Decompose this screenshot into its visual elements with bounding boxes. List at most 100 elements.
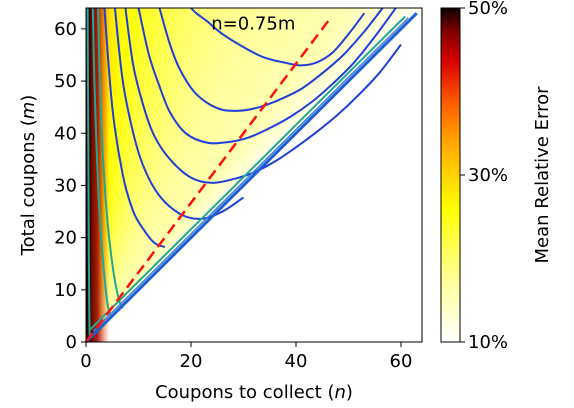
heatmap-cell <box>170 154 176 160</box>
heatmap-cell <box>133 65 140 72</box>
heatmap-cell <box>275 65 281 72</box>
heatmap-cell <box>285 81 292 87</box>
heatmap-cell <box>338 44 344 51</box>
heatmap-cell <box>238 75 245 82</box>
heatmap-cell <box>138 253 145 260</box>
heatmap-cell <box>128 169 134 176</box>
heatmap-cell <box>201 13 208 20</box>
heatmap-cell <box>206 8 213 14</box>
heatmap-cell <box>332 28 339 35</box>
heatmap-cell <box>233 91 239 98</box>
heatmap-cell <box>164 227 171 234</box>
heatmap-cell <box>296 60 302 67</box>
heatmap-cell <box>401 13 407 20</box>
heatmap-cell <box>254 138 260 145</box>
heatmap-cell <box>175 117 182 124</box>
heatmap-cell <box>180 60 187 67</box>
heatmap-cell <box>133 28 140 35</box>
heatmap-cell <box>243 8 250 14</box>
heatmap-cell <box>112 91 119 98</box>
heatmap-cell <box>290 28 297 35</box>
heatmap-cell <box>264 107 271 113</box>
heatmap-cell <box>164 216 171 223</box>
heatmap-cell <box>128 253 134 260</box>
heatmap-cell <box>301 75 308 82</box>
heatmap-cell <box>180 195 187 202</box>
heatmap-cell <box>248 13 255 20</box>
heatmap-cell <box>264 13 271 20</box>
heatmap-cell <box>280 28 287 35</box>
heatmap-cell <box>264 143 271 150</box>
heatmap-cell <box>138 154 145 160</box>
heatmap-cell <box>107 101 113 108</box>
heatmap-cell <box>254 75 260 82</box>
contour-line <box>89 15 406 331</box>
heatmap-cell <box>159 148 166 155</box>
heatmap-cell <box>206 112 213 119</box>
heatmap-cell <box>322 13 329 20</box>
heatmap-cell <box>317 60 323 67</box>
heatmap-cell <box>149 112 155 119</box>
heatmap-cell <box>306 49 313 56</box>
x-tick-label: 60 <box>390 351 413 372</box>
heatmap-cell <box>185 216 192 223</box>
heatmap-cell <box>212 148 218 155</box>
heatmap-cell <box>264 75 271 82</box>
heatmap-cell <box>185 211 192 218</box>
heatmap-cell <box>117 112 124 119</box>
heatmap-cell <box>296 49 302 56</box>
heatmap-cell <box>191 65 197 72</box>
heatmap-cell <box>128 237 134 244</box>
heatmap-cell <box>233 18 239 25</box>
heatmap-cell <box>385 13 392 20</box>
heatmap-cell <box>175 96 182 103</box>
heatmap-cell <box>259 44 266 51</box>
heatmap-cell <box>353 28 360 35</box>
heatmap-cell <box>170 169 176 176</box>
heatmap-cell <box>143 65 150 72</box>
heatmap-cell <box>159 23 166 30</box>
heatmap-cell <box>138 143 145 150</box>
heatmap-cell <box>122 206 129 213</box>
heatmap-cell <box>133 195 140 202</box>
heatmap-cell <box>191 101 197 108</box>
heatmap-cell <box>117 133 124 140</box>
heatmap-cell <box>143 96 150 103</box>
heatmap-cell <box>122 34 129 40</box>
heatmap-cell <box>143 54 150 61</box>
heatmap-cell <box>290 39 297 46</box>
heatmap-cell <box>128 180 134 187</box>
heatmap-cell <box>332 18 339 25</box>
heatmap-cell <box>348 49 355 56</box>
heatmap-cell <box>212 70 218 77</box>
heatmap-cell <box>175 81 182 87</box>
heatmap-cell <box>138 227 145 234</box>
heatmap-cell <box>143 242 150 249</box>
heatmap-cell <box>138 216 145 223</box>
heatmap-cell <box>201 54 208 61</box>
heatmap-cell <box>143 148 150 155</box>
heatmap-cell <box>191 70 197 77</box>
heatmap-cell <box>159 96 166 103</box>
heatmap-cell <box>185 227 192 234</box>
heatmap-cell <box>348 54 355 61</box>
heatmap-cell <box>243 96 250 103</box>
heatmap-cell <box>343 44 350 51</box>
heatmap-cell <box>369 28 376 35</box>
heatmap-cell <box>143 268 150 275</box>
heatmap-cell <box>290 96 297 103</box>
heatmap-cell <box>317 86 323 93</box>
heatmap-cell <box>238 112 245 119</box>
heatmap-cell <box>196 201 203 207</box>
heatmap-cell <box>269 143 276 150</box>
heatmap-cell <box>248 44 255 51</box>
heatmap-cell <box>322 81 329 87</box>
heatmap-cell <box>296 54 302 61</box>
heatmap-cell <box>117 122 124 129</box>
heatmap-cell <box>180 164 187 171</box>
heatmap-cell <box>196 44 203 51</box>
heatmap-cell <box>259 154 266 160</box>
heatmap-cell <box>248 28 255 35</box>
heatmap-cell <box>143 180 150 187</box>
